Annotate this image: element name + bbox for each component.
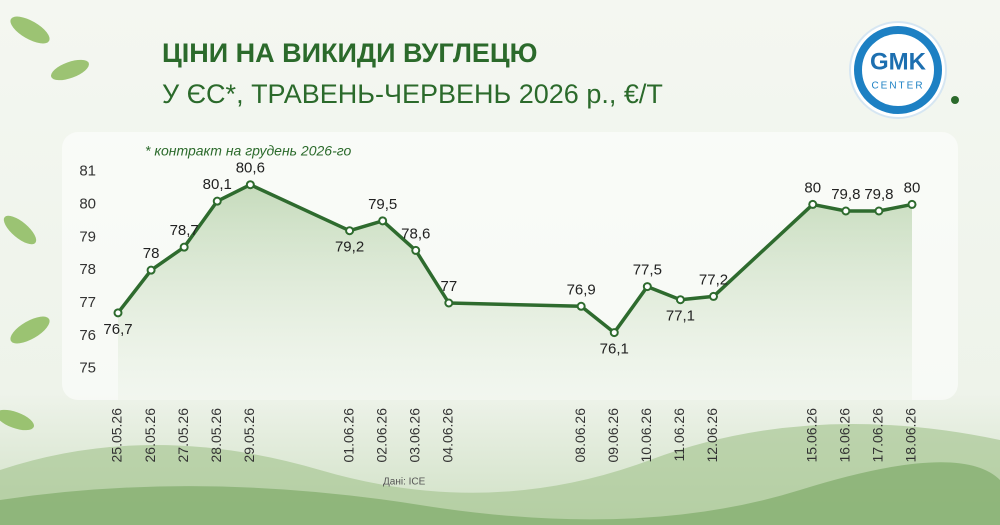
- point: [841, 206, 851, 216]
- point: [675, 295, 685, 305]
- data-label: 79,8: [864, 186, 893, 203]
- x-tick-label: 26.05.26: [142, 408, 158, 463]
- logo-sub: CENTER: [871, 81, 924, 92]
- x-tick-label: 10.06.26: [638, 408, 654, 463]
- y-tick-label: 78: [79, 261, 96, 278]
- x-tick-label: 15.06.26: [803, 408, 819, 463]
- point: [146, 265, 156, 275]
- point: [245, 180, 255, 190]
- data-label: 78,7: [170, 222, 199, 239]
- logo-dot: [951, 96, 959, 104]
- point: [212, 196, 222, 206]
- data-label: 76,1: [600, 341, 629, 358]
- leaves: [0, 16, 89, 431]
- x-tick-label: 11.06.26: [671, 408, 687, 462]
- point: [576, 301, 586, 311]
- x-tick-label: 28.05.26: [208, 408, 224, 463]
- data-label: 79,2: [335, 239, 364, 256]
- source: Дані: ICE: [383, 477, 426, 488]
- line: [116, 182, 913, 335]
- logo-ring: [849, 21, 947, 119]
- data-label: 78,6: [401, 225, 430, 242]
- data-label: 77: [440, 278, 457, 295]
- y-tick-label: 80: [79, 195, 96, 212]
- logo-arc: [854, 26, 942, 114]
- y-tick-label: 76: [79, 327, 96, 344]
- point: [378, 216, 388, 226]
- point: [444, 298, 454, 308]
- data-label: 77,2: [699, 271, 728, 288]
- logo: GMK CENTER: [849, 21, 959, 119]
- data-label: 80: [904, 179, 921, 196]
- point: [709, 291, 718, 301]
- data-label: 80,6: [236, 160, 265, 177]
- point: [874, 206, 884, 216]
- x-tick-label: 27.05.26: [175, 408, 191, 463]
- point: [609, 328, 619, 338]
- data-label: 76,7: [103, 321, 132, 338]
- x-tick-label: 17.06.26: [870, 408, 886, 463]
- point: [113, 308, 123, 318]
- x-tick-label: 02.06.26: [373, 408, 389, 463]
- data-label: 78: [143, 245, 160, 262]
- data-label: 77,1: [666, 308, 695, 325]
- data-label: 80: [804, 179, 821, 196]
- y-tick-label: 75: [79, 360, 96, 377]
- hills-front: [0, 462, 1000, 525]
- x-tick-label: 18.06.26: [903, 408, 919, 463]
- data-label: 77,5: [633, 262, 662, 279]
- area: [118, 184, 912, 400]
- logo-main: GMK: [870, 48, 927, 75]
- y-tick-label: 79: [79, 228, 96, 245]
- x-tick-label: 03.06.26: [406, 408, 422, 463]
- point: [642, 282, 652, 292]
- data-label: 80,1: [203, 176, 232, 193]
- point: [345, 226, 355, 236]
- y-tick-label: 77: [79, 294, 96, 311]
- note: * контракт на грудень 2026-го: [145, 143, 351, 159]
- x-tick-label: 04.06.26: [440, 408, 456, 463]
- chart-subtitle: У ЄС*, ТРАВЕНЬ-ЧЕРВЕНЬ 2026 р., €/Т: [162, 79, 663, 109]
- x-tick-label: 09.06.26: [605, 408, 621, 463]
- y-tick-label: 81: [79, 163, 96, 180]
- point: [808, 199, 818, 209]
- x-tick-label: 08.06.26: [572, 408, 588, 463]
- x-tick-label: 25.05.26: [109, 408, 125, 463]
- data-label: 76,9: [567, 281, 596, 298]
- x-tick-label: 12.06.26: [704, 408, 720, 463]
- point: [907, 199, 917, 209]
- chart-title: ЦІНИ НА ВИКИДИ ВУГЛЕЦЮ: [162, 38, 537, 68]
- data-label: 79,8: [831, 186, 860, 203]
- point: [179, 242, 189, 252]
- x-tick-label: 01.06.26: [340, 408, 356, 463]
- x-tick-label: 29.05.26: [241, 408, 257, 463]
- point: [411, 245, 421, 255]
- data-label: 79,5: [368, 196, 397, 213]
- x-tick-label: 16.06.26: [837, 408, 853, 463]
